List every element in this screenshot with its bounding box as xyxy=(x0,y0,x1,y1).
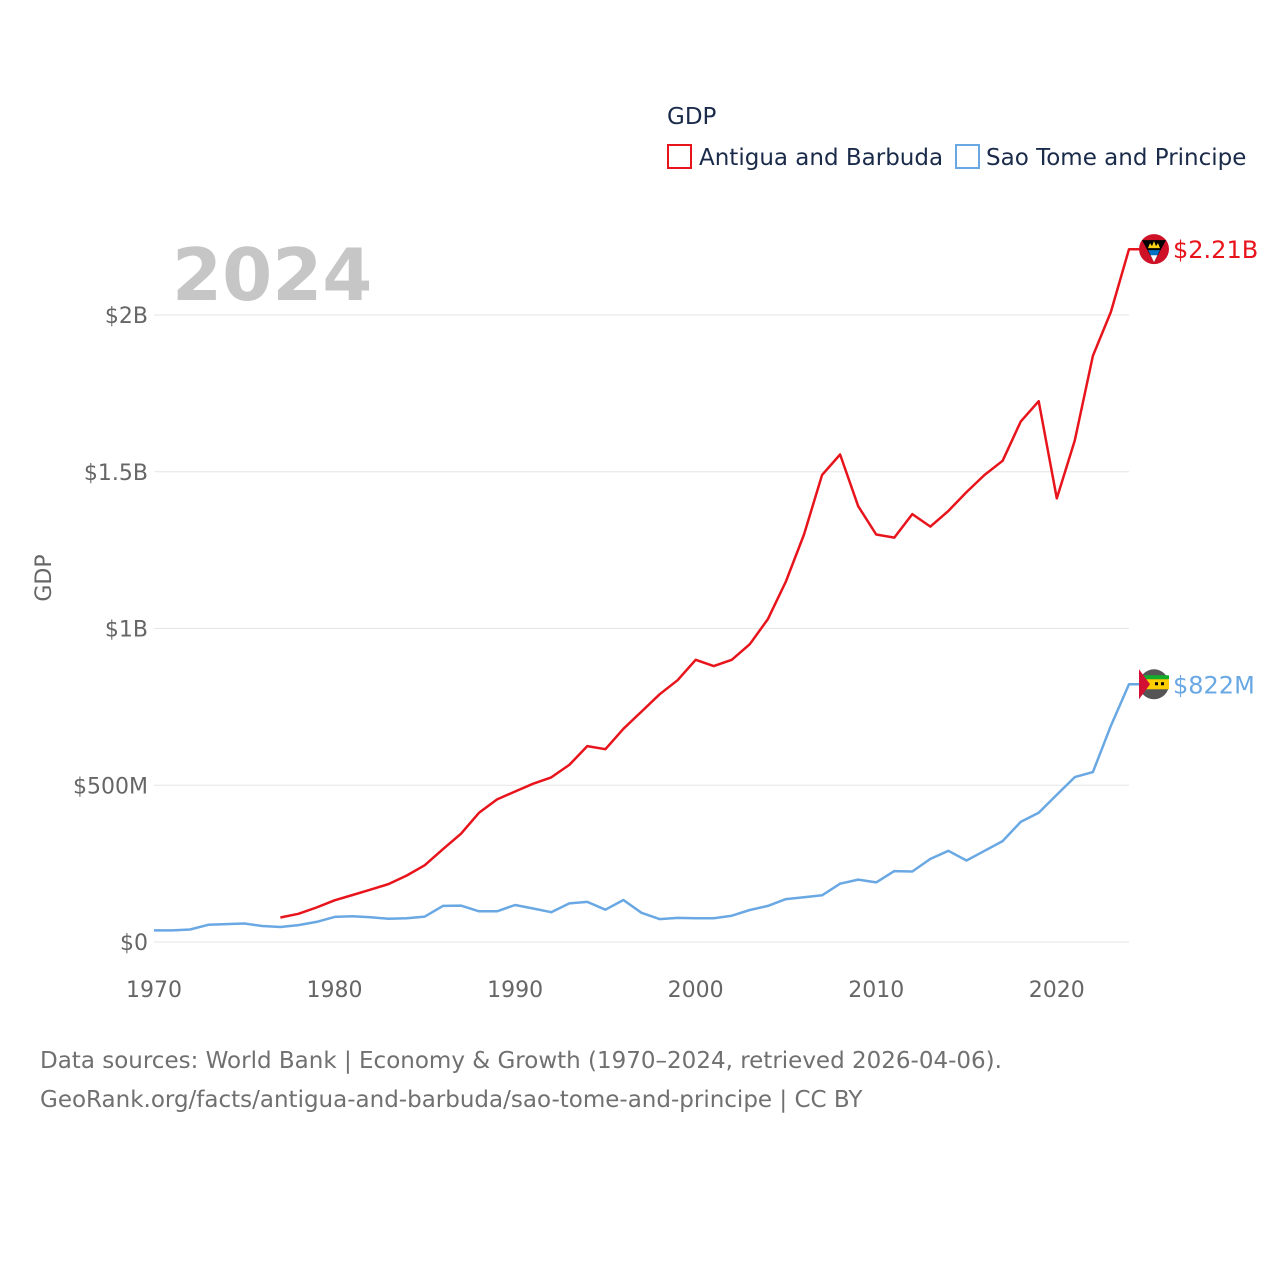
x-tick-label: 1990 xyxy=(487,978,543,1003)
x-axis-ticks: 1970 1980 1990 2000 2010 2020 xyxy=(126,978,1085,1003)
legend-swatch-sao-tome[interactable] xyxy=(955,144,980,169)
series-line xyxy=(154,683,1139,932)
legend-label-antigua[interactable]: Antigua and Barbuda xyxy=(699,145,943,171)
y-tick-label: $0 xyxy=(120,931,148,956)
x-tick-label: 2020 xyxy=(1029,978,1085,1003)
year-label: 2024 xyxy=(172,233,372,317)
end-label-sao-tome: $822M xyxy=(1173,671,1255,699)
legend-swatch-antigua[interactable] xyxy=(667,144,692,169)
y-axis-ticks: $0 $500M $1B $1.5B $2B xyxy=(73,304,148,956)
source-url[interactable]: GeoRank.org/facts/antigua-and-barbuda/sa… xyxy=(40,1087,863,1113)
y-axis-label: GDP xyxy=(32,554,57,601)
y-tick-label: $1.5B xyxy=(84,461,148,486)
end-label-antigua: $2.21B xyxy=(1173,236,1258,264)
x-tick-label: 1970 xyxy=(126,978,182,1003)
end-marker-sao-tome: $822M xyxy=(1139,669,1255,700)
y-tick-label: $2B xyxy=(105,304,148,329)
x-tick-label: 2000 xyxy=(668,978,724,1003)
x-tick-label: 2010 xyxy=(848,978,904,1003)
legend-title: GDP xyxy=(667,104,717,130)
series-lines xyxy=(154,247,1139,932)
x-tick-label: 1980 xyxy=(307,978,363,1003)
grid-lines xyxy=(154,314,1129,943)
y-tick-label: $500M xyxy=(73,774,148,799)
series-line xyxy=(280,247,1139,919)
source-footer: Data sources: World Bank | Economy & Gro… xyxy=(40,1042,1002,1120)
y-tick-label: $1B xyxy=(105,618,148,643)
end-marker-antigua: $2.21B xyxy=(1139,234,1258,264)
source-line: Data sources: World Bank | Economy & Gro… xyxy=(40,1048,1002,1074)
sao-tome-flag-icon xyxy=(1139,669,1169,700)
legend-label-sao-tome[interactable]: Sao Tome and Principe xyxy=(986,145,1246,171)
antigua-flag-icon xyxy=(1139,234,1169,265)
legend: GDP Antigua and Barbuda Sao Tome and Pri… xyxy=(667,104,1246,171)
